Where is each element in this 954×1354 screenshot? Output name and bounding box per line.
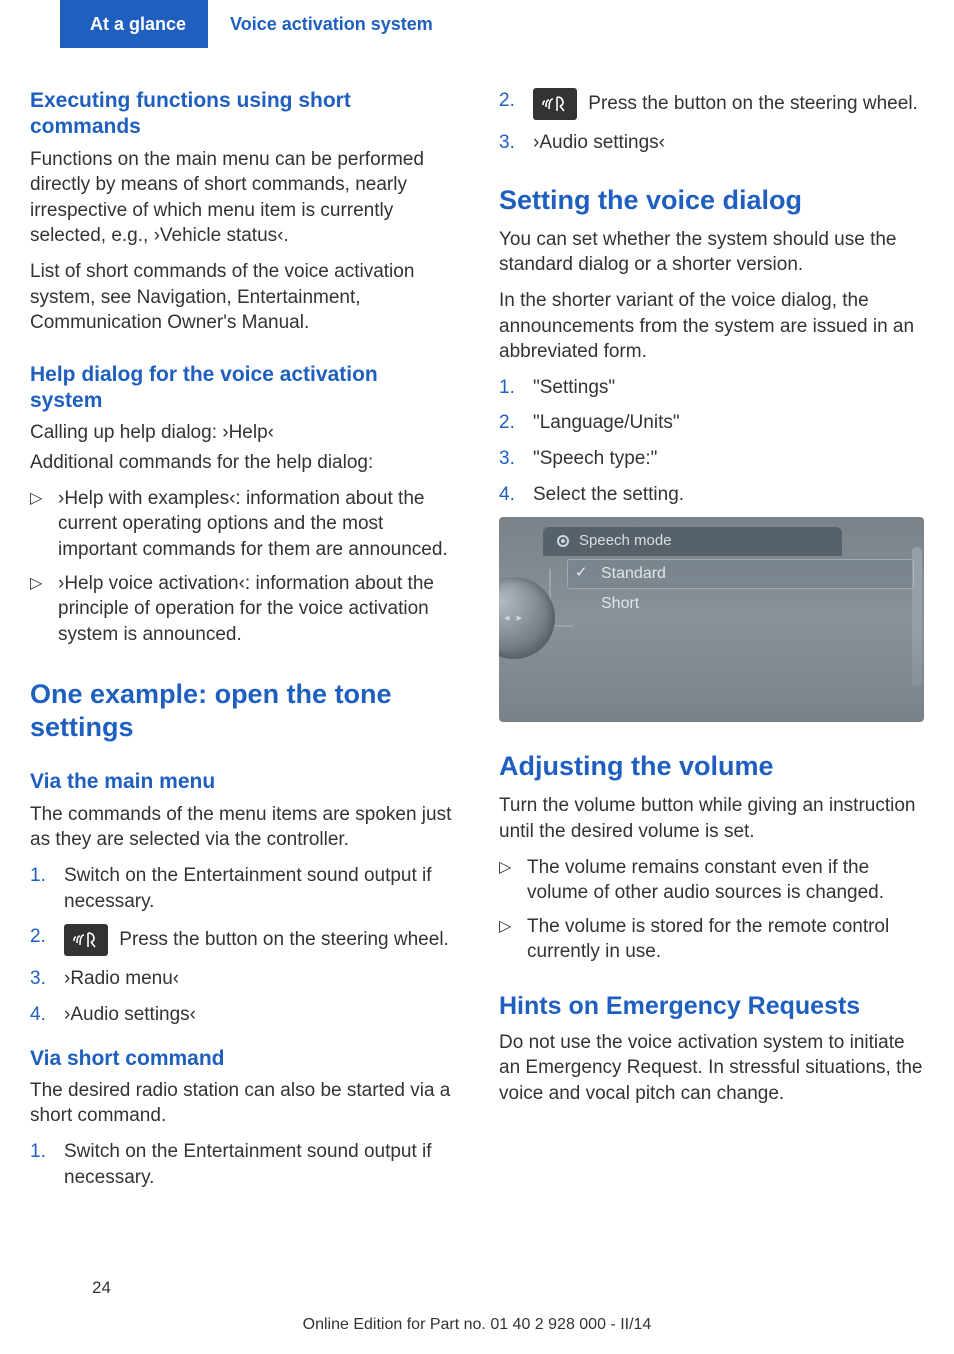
paragraph: The commands of the menu items are spoke… <box>30 802 455 853</box>
list-item: 4.Select the setting. <box>499 482 924 508</box>
speech-mode-screenshot: Speech mode ✓Standard Short <box>499 517 924 722</box>
header-tabs: At a glance Voice activation system <box>0 0 954 48</box>
scr-tab: Speech mode <box>543 527 842 555</box>
list-item: 3.›Audio settings‹ <box>499 130 924 156</box>
list-number: 4. <box>499 482 515 508</box>
heading-via-main-menu: Via the main menu <box>30 769 455 795</box>
scr-row-short: Short <box>567 589 914 619</box>
list-item: The volume remains constant even if the … <box>499 855 924 906</box>
list-item: The volume is stored for the remote cont… <box>499 914 924 965</box>
list-item: 2. Press the button on the steering whee… <box>30 924 455 956</box>
list-item: 1."Settings" <box>499 375 924 401</box>
list-number: 2. <box>499 88 515 114</box>
paragraph: Additional commands for the help dialog: <box>30 450 455 476</box>
footer-line: Online Edition for Part no. 01 40 2 928 … <box>0 1314 954 1336</box>
list-item: 1.Switch on the Entertainment sound outp… <box>30 863 455 914</box>
heading-one-example: One example: open the tone settings <box>30 678 455 744</box>
right-column: 2. Press the button on the steering whee… <box>499 88 924 1208</box>
list-number: 1. <box>499 375 515 401</box>
list-number: 2. <box>499 410 515 436</box>
list-number: 1. <box>30 1139 46 1165</box>
heading-help-dialog: Help dialog for the voice activation sys… <box>30 362 455 415</box>
list-number: 3. <box>30 966 46 992</box>
list-item: 2. Press the button on the steering whee… <box>499 88 924 120</box>
voice-button-icon <box>64 924 108 956</box>
paragraph: Turn the volume button while giving an i… <box>499 793 924 844</box>
page-number: 24 <box>92 1277 111 1300</box>
list-number: 4. <box>30 1002 46 1028</box>
paragraph: You can set whether the system should us… <box>499 227 924 278</box>
tab-at-a-glance: At a glance <box>60 0 208 48</box>
scr-edge <box>912 547 922 687</box>
heading-setting-voice-dialog: Setting the voice dialog <box>499 184 924 217</box>
voice-button-icon <box>533 88 577 120</box>
list-number: 3. <box>499 446 515 472</box>
paragraph: Calling up help dialog: ›Help‹ <box>30 420 455 446</box>
list-number: 2. <box>30 924 46 950</box>
heading-via-short-command: Via short command <box>30 1046 455 1072</box>
heading-adjusting-volume: Adjusting the volume <box>499 750 924 783</box>
list-number: 1. <box>30 863 46 889</box>
check-icon: ✓ <box>575 563 588 583</box>
paragraph: The desired radio station can also be st… <box>30 1078 455 1129</box>
paragraph: In the shorter variant of the voice dial… <box>499 288 924 365</box>
list-item: ›Help voice activation‹: information abo… <box>30 571 455 648</box>
list-item: 2."Language/Units" <box>499 410 924 436</box>
tab-voice-activation: Voice activation system <box>208 0 455 48</box>
left-column: Executing functions using short commands… <box>30 88 455 1208</box>
scr-list: ✓Standard Short <box>567 559 914 618</box>
list-item: ›Help with examples‹: information about … <box>30 486 455 563</box>
heading-hints-emergency: Hints on Emergency Requests <box>499 991 924 1022</box>
scr-row-standard: ✓Standard <box>567 559 914 589</box>
list-item: 4.›Audio settings‹ <box>30 1002 455 1028</box>
paragraph: List of short commands of the voice acti… <box>30 259 455 336</box>
heading-exec-short-commands: Executing functions using short commands <box>30 88 455 141</box>
list-item: 3.›Radio menu‹ <box>30 966 455 992</box>
list-item: 1.Switch on the Entertainment sound outp… <box>30 1139 455 1190</box>
gear-icon <box>555 533 571 549</box>
list-item: 3."Speech type:" <box>499 446 924 472</box>
idrive-knob-icon <box>499 577 555 659</box>
list-number: 3. <box>499 130 515 156</box>
paragraph: Do not use the voice activation system t… <box>499 1030 924 1107</box>
paragraph: Functions on the main menu can be perfor… <box>30 147 455 250</box>
